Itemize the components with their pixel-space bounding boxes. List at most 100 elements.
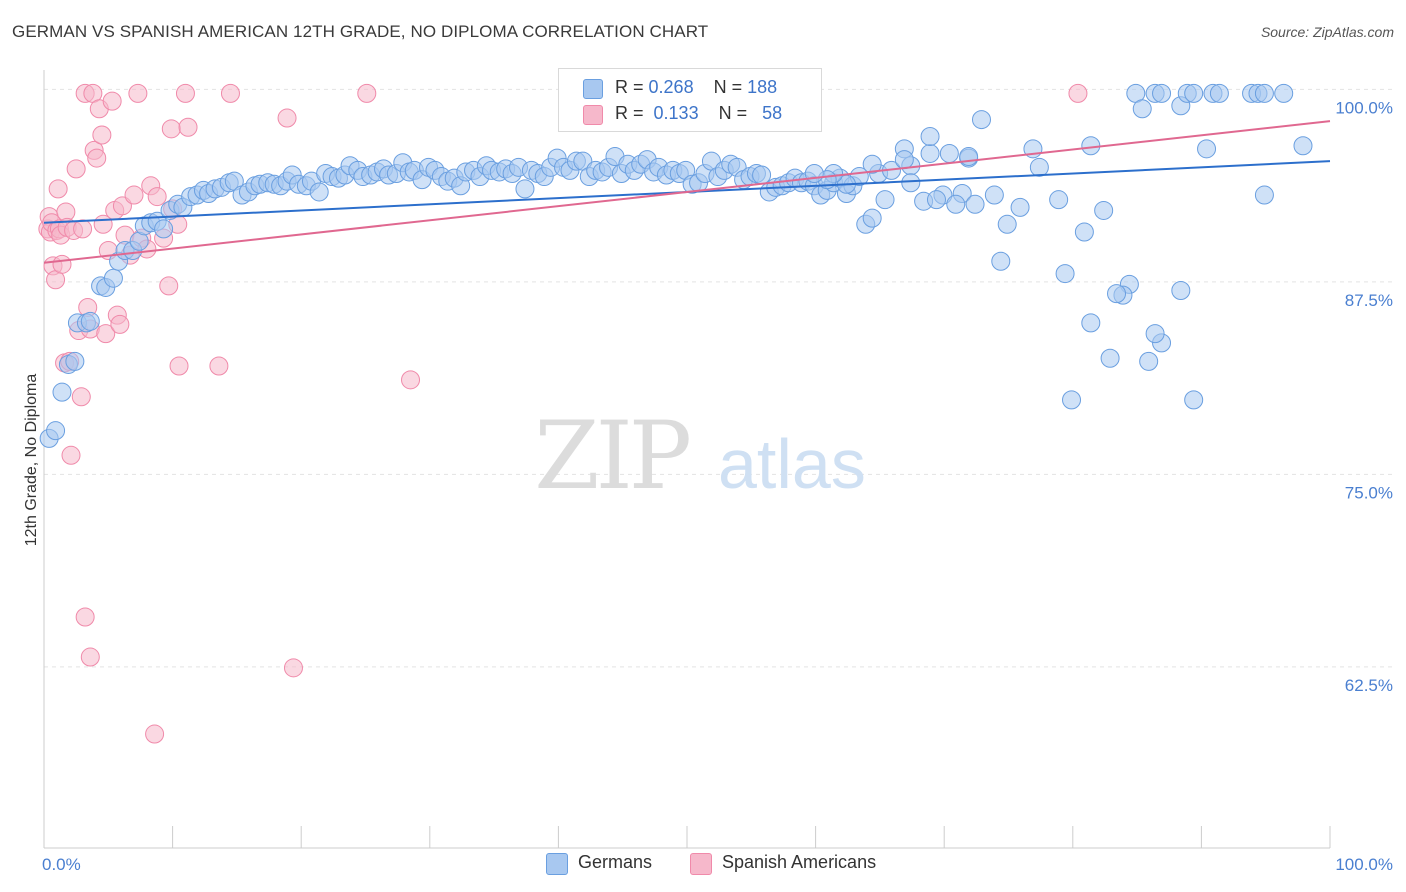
point-spanish-american — [80, 647, 100, 667]
watermark: ZIP atlas — [534, 402, 866, 511]
point-german — [1100, 348, 1120, 368]
point-spanish-american — [357, 83, 377, 103]
point-german — [1293, 136, 1313, 156]
point-german — [1049, 190, 1069, 210]
point-german — [752, 165, 772, 185]
point-german — [1145, 324, 1165, 344]
point-german — [875, 190, 895, 210]
point-spanish-american — [124, 185, 144, 205]
point-spanish-american — [277, 108, 297, 128]
point-spanish-american — [1068, 83, 1088, 103]
point-german — [984, 185, 1004, 205]
y-tick-label: 75.0% — [1345, 483, 1393, 502]
point-spanish-american — [66, 159, 86, 179]
legend-r-label: R = — [615, 77, 644, 97]
point-spanish-american — [110, 314, 130, 334]
point-spanish-american — [52, 254, 72, 274]
point-spanish-american — [175, 83, 195, 103]
point-spanish-american — [61, 445, 81, 465]
point-german — [862, 154, 882, 174]
legend-n-value-spanish: 58 — [762, 103, 783, 123]
watermark-zip: ZIP — [534, 402, 688, 511]
point-german — [959, 147, 979, 167]
point-german — [926, 190, 946, 210]
legend-r-value-spanish: 0.133 — [653, 103, 699, 123]
point-german — [1094, 200, 1114, 220]
point-german — [971, 110, 991, 130]
point-spanish-american — [159, 276, 179, 296]
point-german — [1184, 390, 1204, 410]
point-german — [1254, 83, 1274, 103]
legend-n-label: N = — [718, 103, 748, 123]
point-german — [920, 127, 940, 147]
point-german — [1152, 83, 1172, 103]
point-german — [965, 194, 985, 214]
point-german — [1081, 313, 1101, 333]
legend-n-label: N = — [713, 77, 743, 97]
point-german — [1107, 284, 1127, 304]
point-spanish-american — [145, 724, 165, 744]
point-german — [1274, 83, 1294, 103]
stats-legend: R = 0.268 N = 188 R = 0.133 N = 58 — [558, 68, 822, 132]
point-german — [1197, 139, 1217, 159]
point-german — [154, 219, 174, 239]
point-german — [1081, 136, 1101, 156]
point-spanish-american — [209, 356, 229, 376]
point-german — [1254, 185, 1274, 205]
chart-source: Source: ZipAtlas.com — [1260, 24, 1394, 40]
watermark-atlas: atlas — [718, 425, 866, 503]
point-german — [920, 143, 940, 163]
point-spanish-american — [71, 387, 91, 407]
point-spanish-american — [161, 119, 181, 139]
point-spanish-american — [75, 607, 95, 627]
point-german — [1062, 390, 1082, 410]
point-german — [946, 194, 966, 214]
point-spanish-american — [169, 356, 189, 376]
point-german — [862, 208, 882, 228]
point-spanish-american — [401, 370, 421, 390]
x-tick-label: 0.0% — [42, 855, 81, 874]
point-spanish-american — [147, 187, 167, 207]
bottom-legend-label-germans: Germans — [578, 852, 653, 872]
chart-title: GERMAN VS SPANISH AMERICAN 12TH GRADE, N… — [12, 22, 709, 41]
point-german — [991, 251, 1011, 271]
legend-swatch-spanish — [583, 105, 603, 125]
point-spanish-american — [128, 83, 148, 103]
point-german — [1139, 351, 1159, 371]
y-tick-label: 87.5% — [1345, 291, 1393, 310]
bottom-legend-label-spanish: Spanish Americans — [722, 852, 877, 872]
point-spanish-american — [102, 91, 122, 111]
x-tick-label: 100.0% — [1335, 855, 1393, 874]
point-german — [939, 143, 959, 163]
point-german — [901, 173, 921, 193]
point-german — [1171, 281, 1191, 301]
point-german — [1132, 99, 1152, 119]
trend-lines — [43, 120, 1331, 264]
legend-r-label: R = — [615, 103, 644, 123]
point-german — [309, 182, 329, 202]
point-spanish-american — [92, 125, 112, 145]
y-tick-label: 100.0% — [1335, 98, 1393, 117]
point-german — [1010, 197, 1030, 217]
y-axis-title: 12th Grade, No Diploma — [23, 373, 40, 547]
legend-n-value-germans: 188 — [747, 77, 778, 97]
axes — [43, 70, 1331, 849]
point-spanish-american — [73, 219, 93, 239]
point-german — [1029, 157, 1049, 177]
point-spanish-american — [48, 179, 68, 199]
point-german — [1209, 83, 1229, 103]
point-german — [80, 311, 100, 331]
point-spanish-american — [96, 324, 116, 344]
series-germans — [39, 83, 1313, 448]
point-german — [46, 421, 66, 441]
point-spanish-american — [220, 83, 240, 103]
point-german — [52, 382, 72, 402]
legend-r-value-germans: 0.268 — [648, 77, 694, 97]
point-german — [1184, 83, 1204, 103]
y-tick-label: 62.5% — [1345, 676, 1393, 695]
point-spanish-american — [87, 148, 107, 168]
bottom-legend-swatch-germans — [546, 853, 568, 875]
point-german — [997, 214, 1017, 234]
point-german — [103, 268, 123, 288]
